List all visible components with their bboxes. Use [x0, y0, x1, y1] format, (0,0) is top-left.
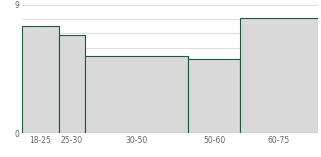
Bar: [188, 59, 240, 133]
Bar: [59, 35, 85, 133]
Bar: [85, 56, 188, 133]
Bar: [22, 26, 59, 133]
Bar: [240, 18, 318, 133]
